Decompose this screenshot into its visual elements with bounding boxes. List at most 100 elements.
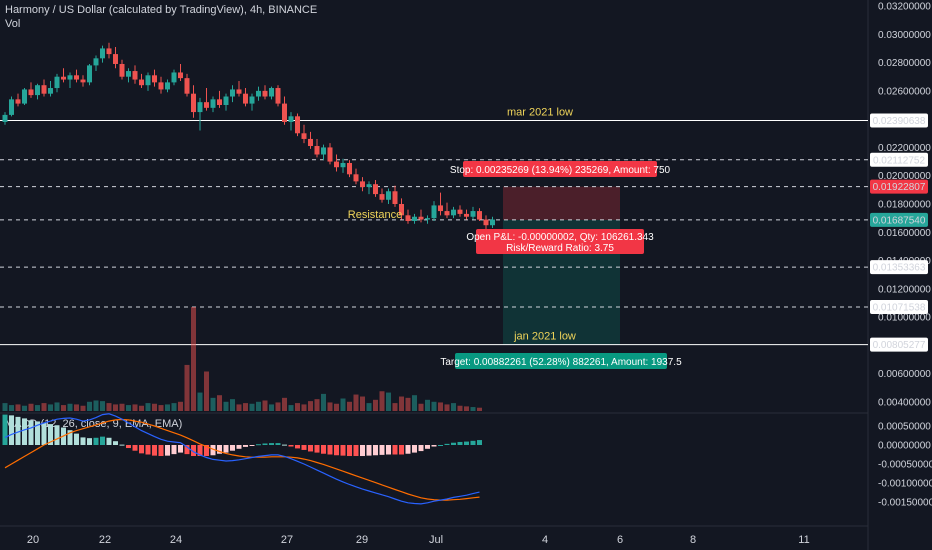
macd-histogram-bar — [464, 441, 469, 445]
volume-bar — [392, 403, 398, 411]
volume-bar — [314, 399, 320, 411]
macd-histogram-bar — [256, 444, 261, 446]
volume-bar — [464, 406, 469, 411]
macd-histogram-bar — [28, 420, 34, 445]
macd-histogram-bar — [197, 445, 203, 457]
macd-histogram-bar — [418, 445, 424, 452]
macd-histogram-bar — [425, 445, 430, 449]
macd-histogram-bar — [405, 445, 411, 454]
volume-bar — [87, 401, 92, 411]
price-tag — [870, 337, 928, 352]
volume-bar — [93, 400, 99, 411]
price-tick-label: 0.00400000 — [878, 398, 931, 409]
price-tag-label: 0.01353363 — [873, 263, 926, 274]
time-tick-label: 8 — [690, 534, 696, 546]
candle-body — [340, 162, 346, 168]
candle-body — [275, 88, 281, 104]
time-tick-label: 4 — [542, 534, 548, 546]
candle-body — [22, 89, 27, 104]
volume-bar — [269, 404, 274, 411]
macd-histogram-bar — [451, 442, 456, 445]
macd-histogram-bar — [431, 445, 437, 447]
candle-body — [295, 116, 300, 134]
candle-body — [464, 213, 469, 217]
target-label-box — [455, 353, 667, 369]
candle-body — [126, 71, 131, 77]
volume-bar — [35, 405, 40, 411]
candle-body — [230, 89, 235, 97]
volume-bar — [275, 402, 281, 411]
candle-body — [399, 204, 404, 216]
volume-bar — [360, 396, 365, 411]
candle-body — [425, 218, 430, 220]
candle-body — [321, 147, 326, 155]
price-tick-label: 0.01800000 — [878, 200, 931, 211]
volume-bar — [470, 407, 476, 411]
annotation-resistance: Resistance — [348, 209, 402, 221]
price-tag-label: 0.02112752 — [873, 155, 926, 166]
volume-bar — [2, 403, 8, 411]
candle-body — [132, 71, 138, 80]
macd-histogram-bar — [35, 421, 40, 445]
volume-bar — [321, 393, 326, 411]
macd-histogram-bar — [308, 445, 313, 452]
volume-bar — [22, 405, 27, 411]
volume-bar — [301, 404, 307, 411]
candle-body — [334, 161, 339, 168]
volume-bar — [165, 404, 170, 411]
candle-body — [80, 79, 86, 83]
candle-body — [93, 58, 99, 66]
candle-body — [256, 90, 261, 97]
macd-histogram-bar — [152, 445, 157, 456]
candle-body — [15, 99, 21, 104]
candle-body — [451, 209, 456, 216]
macd-histogram-bar — [184, 445, 190, 455]
candle-body — [197, 102, 203, 113]
candle-body — [61, 76, 66, 80]
volume-bar — [399, 396, 404, 411]
candle-body — [171, 72, 177, 83]
macd-histogram-bar — [444, 443, 450, 445]
candle-body — [2, 114, 8, 122]
candle-body — [327, 147, 333, 162]
macd-histogram-bar — [119, 444, 125, 446]
candle-body — [386, 191, 391, 200]
volume-bar — [288, 405, 294, 411]
candle-body — [178, 72, 183, 79]
macd-histogram-bar — [54, 425, 60, 445]
price-tick-label: 0.02800000 — [878, 58, 931, 69]
macd-histogram-bar — [470, 440, 476, 445]
price-tag-label: 0.01071538 — [873, 303, 926, 314]
candle-body — [74, 75, 79, 80]
time-tick-label: 29 — [356, 534, 368, 546]
macd-histogram-bar — [314, 445, 320, 453]
volume-bar — [223, 401, 229, 411]
volume-bar — [28, 403, 34, 411]
candle-body — [217, 99, 222, 105]
macd-histogram-bar — [106, 437, 112, 445]
volume-bar — [171, 403, 177, 411]
candle-body — [158, 82, 164, 90]
candle-body — [41, 85, 47, 94]
volume-bar — [106, 403, 112, 411]
price-tick-label: 0.03200000 — [878, 2, 931, 13]
volume-bar — [15, 404, 21, 411]
volume-bar — [347, 401, 352, 411]
price-tick-label: 0.03000000 — [878, 30, 931, 41]
volume-bar — [366, 403, 372, 411]
risk-reward-label: Risk/Reward Ratio: 3.75 — [506, 243, 614, 254]
volume-bar — [126, 405, 131, 411]
price-tag — [870, 113, 928, 128]
macd-histogram-bar — [327, 445, 333, 455]
macd-histogram-bar — [217, 445, 222, 454]
volume-bar — [145, 403, 151, 411]
candle-body — [366, 184, 372, 188]
volume-bar — [431, 401, 437, 411]
candle-body — [139, 79, 144, 86]
open-pnl-label: Open P&L: -0.00000002, Qty: 106261.343 — [466, 232, 654, 243]
price-tag — [870, 152, 928, 167]
candle-body — [379, 194, 385, 200]
macd-histogram-bar — [15, 416, 21, 445]
candle-body — [236, 89, 242, 94]
